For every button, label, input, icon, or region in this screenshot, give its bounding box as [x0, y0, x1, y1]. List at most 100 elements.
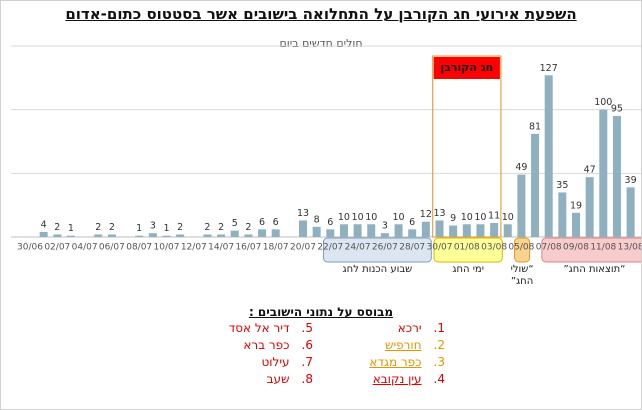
value-label: 8	[314, 214, 320, 225]
x-tick-label: 04/07	[72, 243, 98, 253]
bar	[626, 187, 635, 237]
source-name: עילוט	[261, 355, 290, 369]
x-tick-label: 13/08	[618, 243, 641, 253]
group-box	[541, 237, 641, 263]
value-label: 4	[41, 219, 47, 230]
x-tick-label: 30/07	[427, 243, 453, 253]
group-box	[514, 237, 531, 263]
x-tick-label: 11/08	[590, 243, 616, 253]
bar	[353, 224, 362, 237]
value-label: 2	[218, 222, 224, 233]
bar	[449, 225, 458, 237]
value-label: 2	[177, 222, 183, 233]
bar	[162, 235, 171, 237]
bar	[490, 222, 499, 237]
bar	[135, 235, 144, 237]
source-item: 3. כפר מגדא	[369, 355, 445, 369]
bar	[421, 221, 430, 237]
group-label: שבוע הכנות לחג	[342, 264, 413, 275]
value-label: 81	[529, 121, 541, 132]
bar	[230, 230, 239, 237]
group-label: ימי החג	[452, 264, 484, 275]
x-tick-label: 26/07	[372, 243, 398, 253]
source-number: 1.	[433, 321, 445, 335]
source-name: חורפיש	[384, 338, 422, 352]
source-item: 1. ירכא	[398, 321, 445, 335]
x-tick-label: 06/07	[99, 243, 125, 253]
x-tick-label: 14/07	[208, 243, 234, 253]
value-label: 2	[245, 222, 251, 233]
value-label: 10	[365, 212, 377, 223]
value-label: 19	[570, 200, 582, 211]
value-label: 1	[136, 223, 142, 234]
bar	[503, 224, 512, 237]
value-label: 2	[109, 222, 115, 233]
holiday-label: חג הקורבן	[440, 61, 493, 74]
source-number: 2.	[433, 338, 445, 352]
value-label: 6	[327, 217, 333, 228]
chart-subtitle: חולים חדשים ביום	[279, 37, 363, 50]
value-label: 6	[409, 217, 415, 228]
value-label: 2	[95, 222, 101, 233]
bar	[271, 229, 280, 237]
x-tick-label: 10/07	[154, 243, 180, 253]
value-label: 2	[204, 222, 210, 233]
value-label: 5	[232, 218, 238, 229]
bar	[572, 212, 580, 237]
bar	[66, 235, 75, 237]
bar	[148, 233, 157, 237]
source-item: 8. שעב	[267, 372, 313, 386]
value-label: 10	[502, 212, 514, 223]
x-tick-label: 02/07	[44, 243, 70, 253]
x-tick-label: 18/07	[263, 243, 289, 253]
value-label: 127	[540, 63, 558, 74]
x-tick-label: 16/07	[235, 243, 261, 253]
value-label: 3	[150, 221, 156, 232]
source-item: 5. דיר אל אסד	[229, 321, 313, 335]
bar	[462, 224, 471, 237]
value-label: 47	[584, 165, 596, 176]
source-number: 5.	[301, 321, 313, 335]
source-item: 4. עין נקובא	[373, 372, 445, 386]
source-item: 6. כפר ברא	[243, 338, 313, 352]
group-box	[433, 237, 503, 263]
bar	[558, 192, 567, 237]
bar	[217, 234, 226, 237]
source-number: 4.	[433, 372, 445, 386]
source-name: כפר מגדא	[369, 355, 422, 369]
value-label: 11	[488, 210, 500, 221]
value-label: 49	[515, 162, 527, 173]
bar	[94, 234, 103, 237]
group-label: “תוצאות החג”	[563, 264, 626, 275]
x-tick-label: 20/07	[290, 243, 316, 253]
bar	[544, 75, 553, 237]
value-label: 6	[259, 217, 265, 228]
bar	[339, 224, 348, 237]
source-name: עין נקובא	[372, 372, 422, 386]
bar	[435, 220, 444, 237]
bar	[258, 229, 267, 237]
bar	[203, 234, 212, 237]
x-tick-label: 07/08	[536, 243, 562, 253]
value-label: 10	[352, 212, 364, 223]
value-label: 9	[450, 213, 456, 224]
bar	[312, 226, 321, 237]
x-tick-label: 22/07	[317, 243, 343, 253]
chart-title: השפעת אירועי חג הקורבן על התחלואה בישובי…	[65, 5, 577, 23]
source-number: 7.	[301, 355, 313, 369]
bar	[380, 233, 389, 237]
value-label: 100	[594, 97, 612, 108]
source-title: מבוסס על נתוני הישובים :	[248, 305, 394, 319]
bar	[394, 224, 403, 237]
value-label: 6	[273, 217, 279, 228]
bar	[39, 231, 48, 237]
source-name: שעב	[266, 372, 290, 386]
group-box	[322, 237, 432, 263]
bar	[326, 229, 335, 237]
x-tick-label: 12/07	[181, 243, 207, 253]
bar	[408, 229, 417, 237]
source-item: 2. חורפיש	[385, 338, 445, 352]
x-tick-label: 24/07	[345, 243, 371, 253]
